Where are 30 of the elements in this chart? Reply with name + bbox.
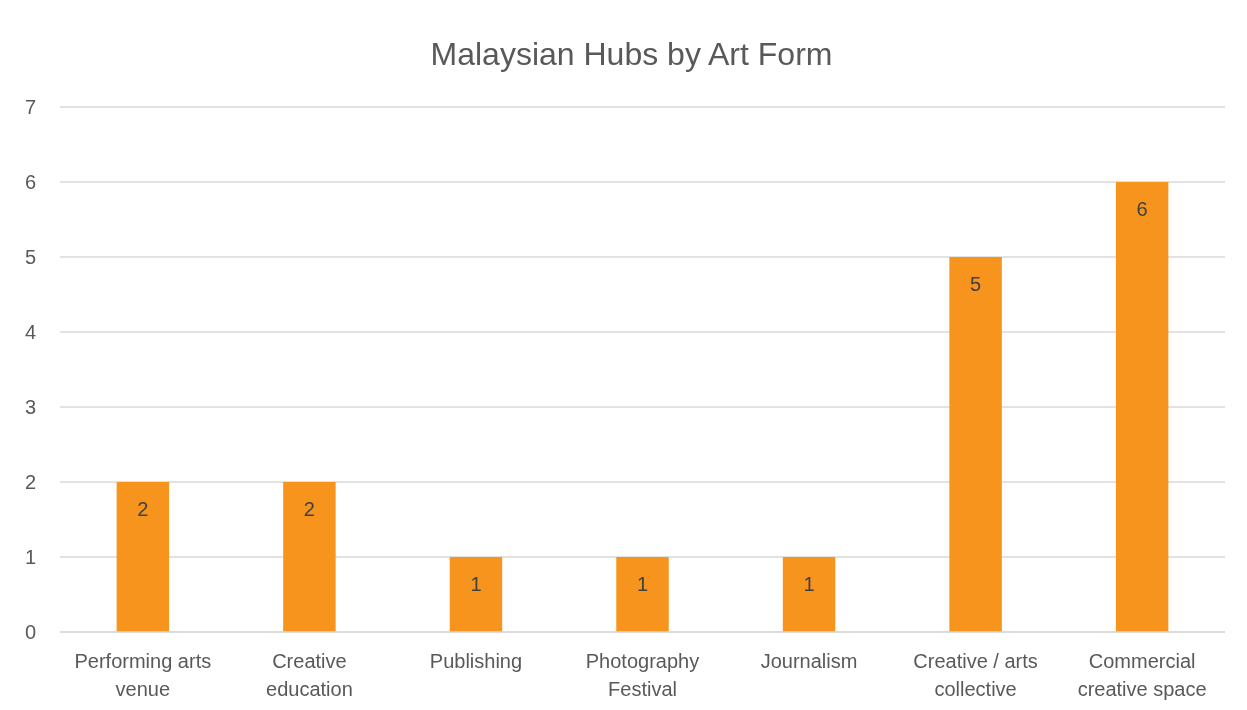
bar [449, 557, 503, 632]
bar [116, 482, 170, 632]
y-tick-label: 7 [24, 96, 36, 118]
data-label: 6 [1136, 198, 1148, 220]
chart-title: Malaysian Hubs by Art Form [430, 36, 833, 72]
x-tick-label: Performing arts venue [74, 650, 212, 700]
data-label: 1 [470, 573, 482, 595]
bar [782, 557, 836, 632]
x-tick-label: Photography Festival [585, 650, 700, 700]
x-tick-label: Creative education [266, 650, 353, 700]
bar [283, 482, 336, 632]
data-label: 2 [303, 498, 315, 520]
y-tick-label: 1 [24, 546, 36, 568]
bar [616, 557, 669, 632]
y-tick-label: 3 [24, 396, 36, 418]
y-tick-label: 2 [24, 471, 36, 493]
data-label: 1 [803, 573, 815, 595]
x-tick-label: Journalism [760, 650, 858, 672]
bar [1115, 182, 1169, 632]
x-tick-label: Commercial creative space [1077, 650, 1207, 700]
y-tick-label: 0 [24, 621, 36, 643]
data-label: 5 [970, 273, 982, 295]
data-label: 2 [137, 498, 149, 520]
y-tick-label: 6 [24, 171, 36, 193]
data-label: 1 [636, 573, 649, 595]
y-tick-label: 4 [24, 321, 36, 343]
bar [949, 257, 1002, 632]
y-tick-label: 5 [24, 246, 36, 268]
x-tick-label: Creative / arts collective [913, 650, 1038, 700]
x-tick-label: Publishing [429, 650, 523, 672]
